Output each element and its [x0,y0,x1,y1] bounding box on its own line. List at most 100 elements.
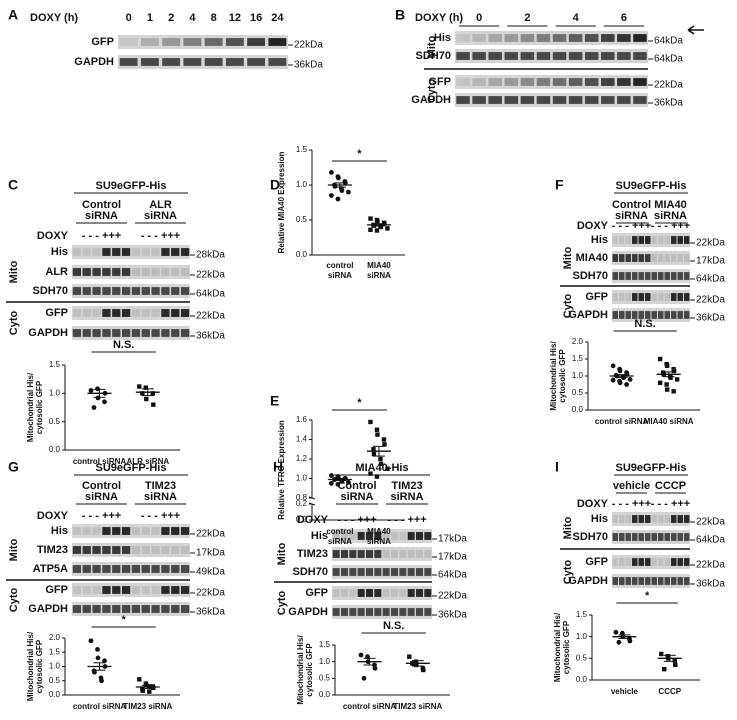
blot-band [82,546,91,554]
size-marker: 17kDa [196,548,225,559]
blot-strip [612,251,690,265]
blot-band [332,608,340,616]
blot-band [131,565,141,573]
blot-band [102,287,111,295]
y-tick-label: 0.0 [49,690,61,699]
size-marker: 22kDa [654,80,683,91]
y-tick-label: 1.5 [572,354,584,363]
blot-band [92,565,101,573]
x-tick-label: MIA40 siRNA [644,417,694,426]
group-label: siRNA [340,491,373,503]
blot-strip [72,602,190,616]
blot-band [72,605,82,613]
blot-band [92,329,101,337]
lane-label: 0 [476,12,482,24]
data-point [346,189,351,195]
blot-band [601,96,615,104]
data-point [368,216,373,221]
fraction-label: Mito [562,246,574,269]
blot-band [102,565,111,573]
blot-band [684,293,690,301]
blot-band [141,605,150,613]
blot-band [151,329,160,337]
lane-label: 2 [168,12,174,24]
blot-band [82,586,91,594]
blot-band [151,268,160,276]
blot-band [658,515,664,523]
size-marker: 22kDa [696,517,725,528]
blot-band [366,568,373,576]
y-tick-label: 1.0 [572,371,584,380]
size-marker: 17kDa [438,534,467,545]
blot-strip [72,306,190,320]
group-label: siRNA [85,491,118,503]
blot-band [632,533,638,541]
blot-band [399,608,407,616]
blot-band [684,254,690,262]
fraction-label: Mito [562,516,574,539]
data-point [140,688,145,693]
blot-band [632,236,638,244]
blot-band [664,272,670,280]
blot-band [552,96,567,104]
blot-strip [455,93,648,107]
blot-band [151,546,160,554]
blot-band [102,527,111,535]
panel-letter: E [270,393,279,409]
protein-label: His [51,246,68,258]
blot-band [638,254,644,262]
blot-band [161,268,170,276]
x-tick-label: siRNA [367,537,391,546]
blot-band [121,586,131,594]
blot-band [399,550,407,558]
blot-band [472,78,486,86]
blot-band [504,52,519,60]
blot-band [601,52,615,60]
blot-band [619,293,625,301]
data-point [102,658,107,664]
blot-strip [72,265,190,279]
y-axis-label: Mitochondrial His/ [553,612,562,682]
arrow [687,25,704,35]
data-point [610,363,616,369]
fraction-label: Cyto [276,591,288,616]
lane-label: - - - +++ [82,230,121,242]
data-point [413,659,418,664]
blot-band [645,293,651,301]
blot-band [664,311,670,319]
blot-band [617,34,631,42]
size-marker: 64kDa [438,570,467,581]
lane-label: 24 [271,12,284,24]
blot-band [645,254,651,262]
x-tick-label: vehicle [611,687,639,696]
blot-band [357,589,365,597]
blot-band [651,577,657,585]
blot-band [161,565,170,573]
panel-letter: B [395,7,405,23]
blot-band [349,608,357,616]
blot-band [82,287,91,295]
blot-band [638,558,644,566]
blot-band [625,311,631,319]
blot-band [141,309,150,317]
data-point [151,685,156,691]
blot-band [161,248,170,256]
blot-strip [332,565,432,579]
data-point [368,419,373,425]
blot-band [112,268,121,276]
size-marker: 17kDa [438,552,467,563]
blot-band [664,293,670,301]
y-tick-label: 0.0 [576,675,588,684]
blot-band [638,577,644,585]
blot-band [341,589,348,597]
blot-band [472,52,486,60]
lane-label: - - - +++ [612,220,651,232]
blot-strip [332,586,432,600]
blot-band [671,558,677,566]
blot-band [112,546,121,554]
blot-band [456,78,470,86]
blot-band [102,605,111,613]
blot-band [416,589,423,597]
blot-band [456,52,470,60]
blot-strip [612,290,690,304]
